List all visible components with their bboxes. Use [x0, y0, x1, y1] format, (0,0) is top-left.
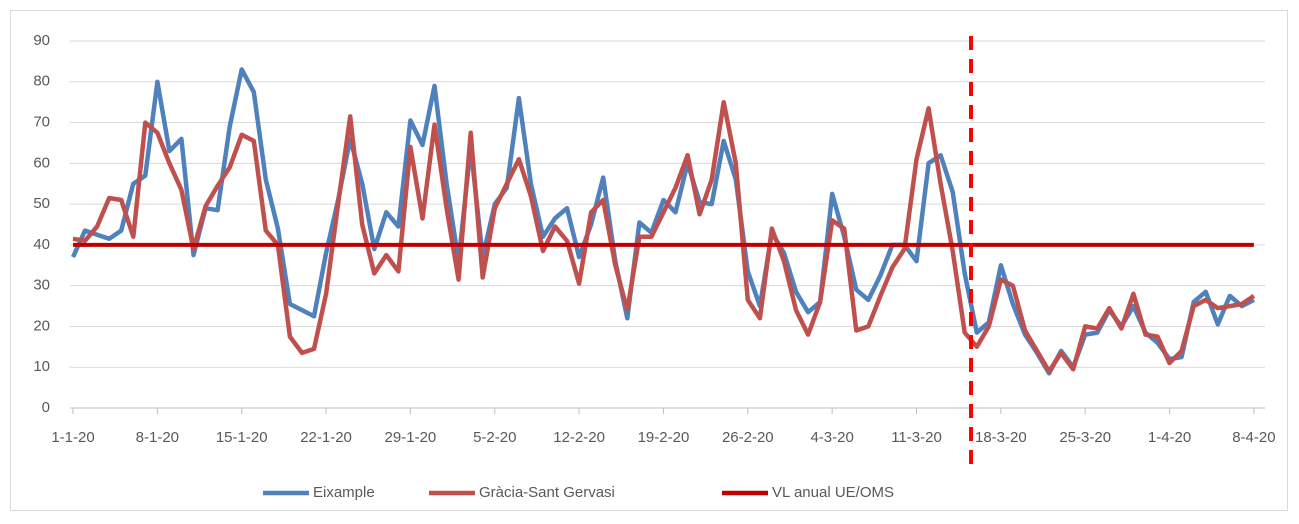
x-tick-label: 8-1-20: [136, 429, 179, 446]
x-tick-label: 22-1-20: [300, 429, 352, 446]
chart-border: [10, 10, 1288, 511]
y-tick-label: 30: [33, 277, 50, 294]
y-tick-label: 40: [33, 236, 50, 253]
y-tick-label: 20: [33, 317, 50, 334]
x-tick-label: 5-2-20: [473, 429, 516, 446]
x-tick-label: 25-3-20: [1059, 429, 1111, 446]
y-tick-label: 70: [33, 114, 50, 131]
y-tick-label: 60: [33, 154, 50, 171]
x-tick-label: 1-1-20: [51, 429, 94, 446]
y-tick-label: 10: [33, 358, 50, 375]
x-tick-label: 29-1-20: [385, 429, 437, 446]
x-tick-label: 4-3-20: [810, 429, 853, 446]
x-tick-label: 1-4-20: [1148, 429, 1191, 446]
x-tick-label: 18-3-20: [975, 429, 1027, 446]
x-tick-label: 15-1-20: [216, 429, 268, 446]
y-tick-label: 80: [33, 73, 50, 90]
plot: [70, 67, 1256, 376]
x-tick-label: 26-2-20: [722, 429, 774, 446]
legend: Eixample Gràcia-Sant Gervasi VL anual UE/O…: [263, 484, 894, 501]
y-tick-label: 0: [42, 399, 50, 416]
legend-label: VL anual UE/OMS: [772, 484, 894, 501]
series-line: [72, 99, 1256, 374]
grid: 0 10 20 30 40 50 60 70 80 90 1-1-20 8-1-20 15-1-20 22…: [33, 32, 1275, 446]
legend-label: Gràcia-Sant Gervasi: [479, 484, 615, 501]
x-tick-label: 11-3-20: [891, 429, 942, 446]
x-tick-label: 12-2-20: [553, 429, 605, 446]
x-tick-label: 8-4-20: [1232, 429, 1275, 446]
y-tick-label: 50: [33, 195, 50, 212]
legend-label: Eixample: [313, 484, 375, 501]
y-tick-label: 90: [33, 32, 50, 49]
x-tick-label: 19-2-20: [638, 429, 690, 446]
